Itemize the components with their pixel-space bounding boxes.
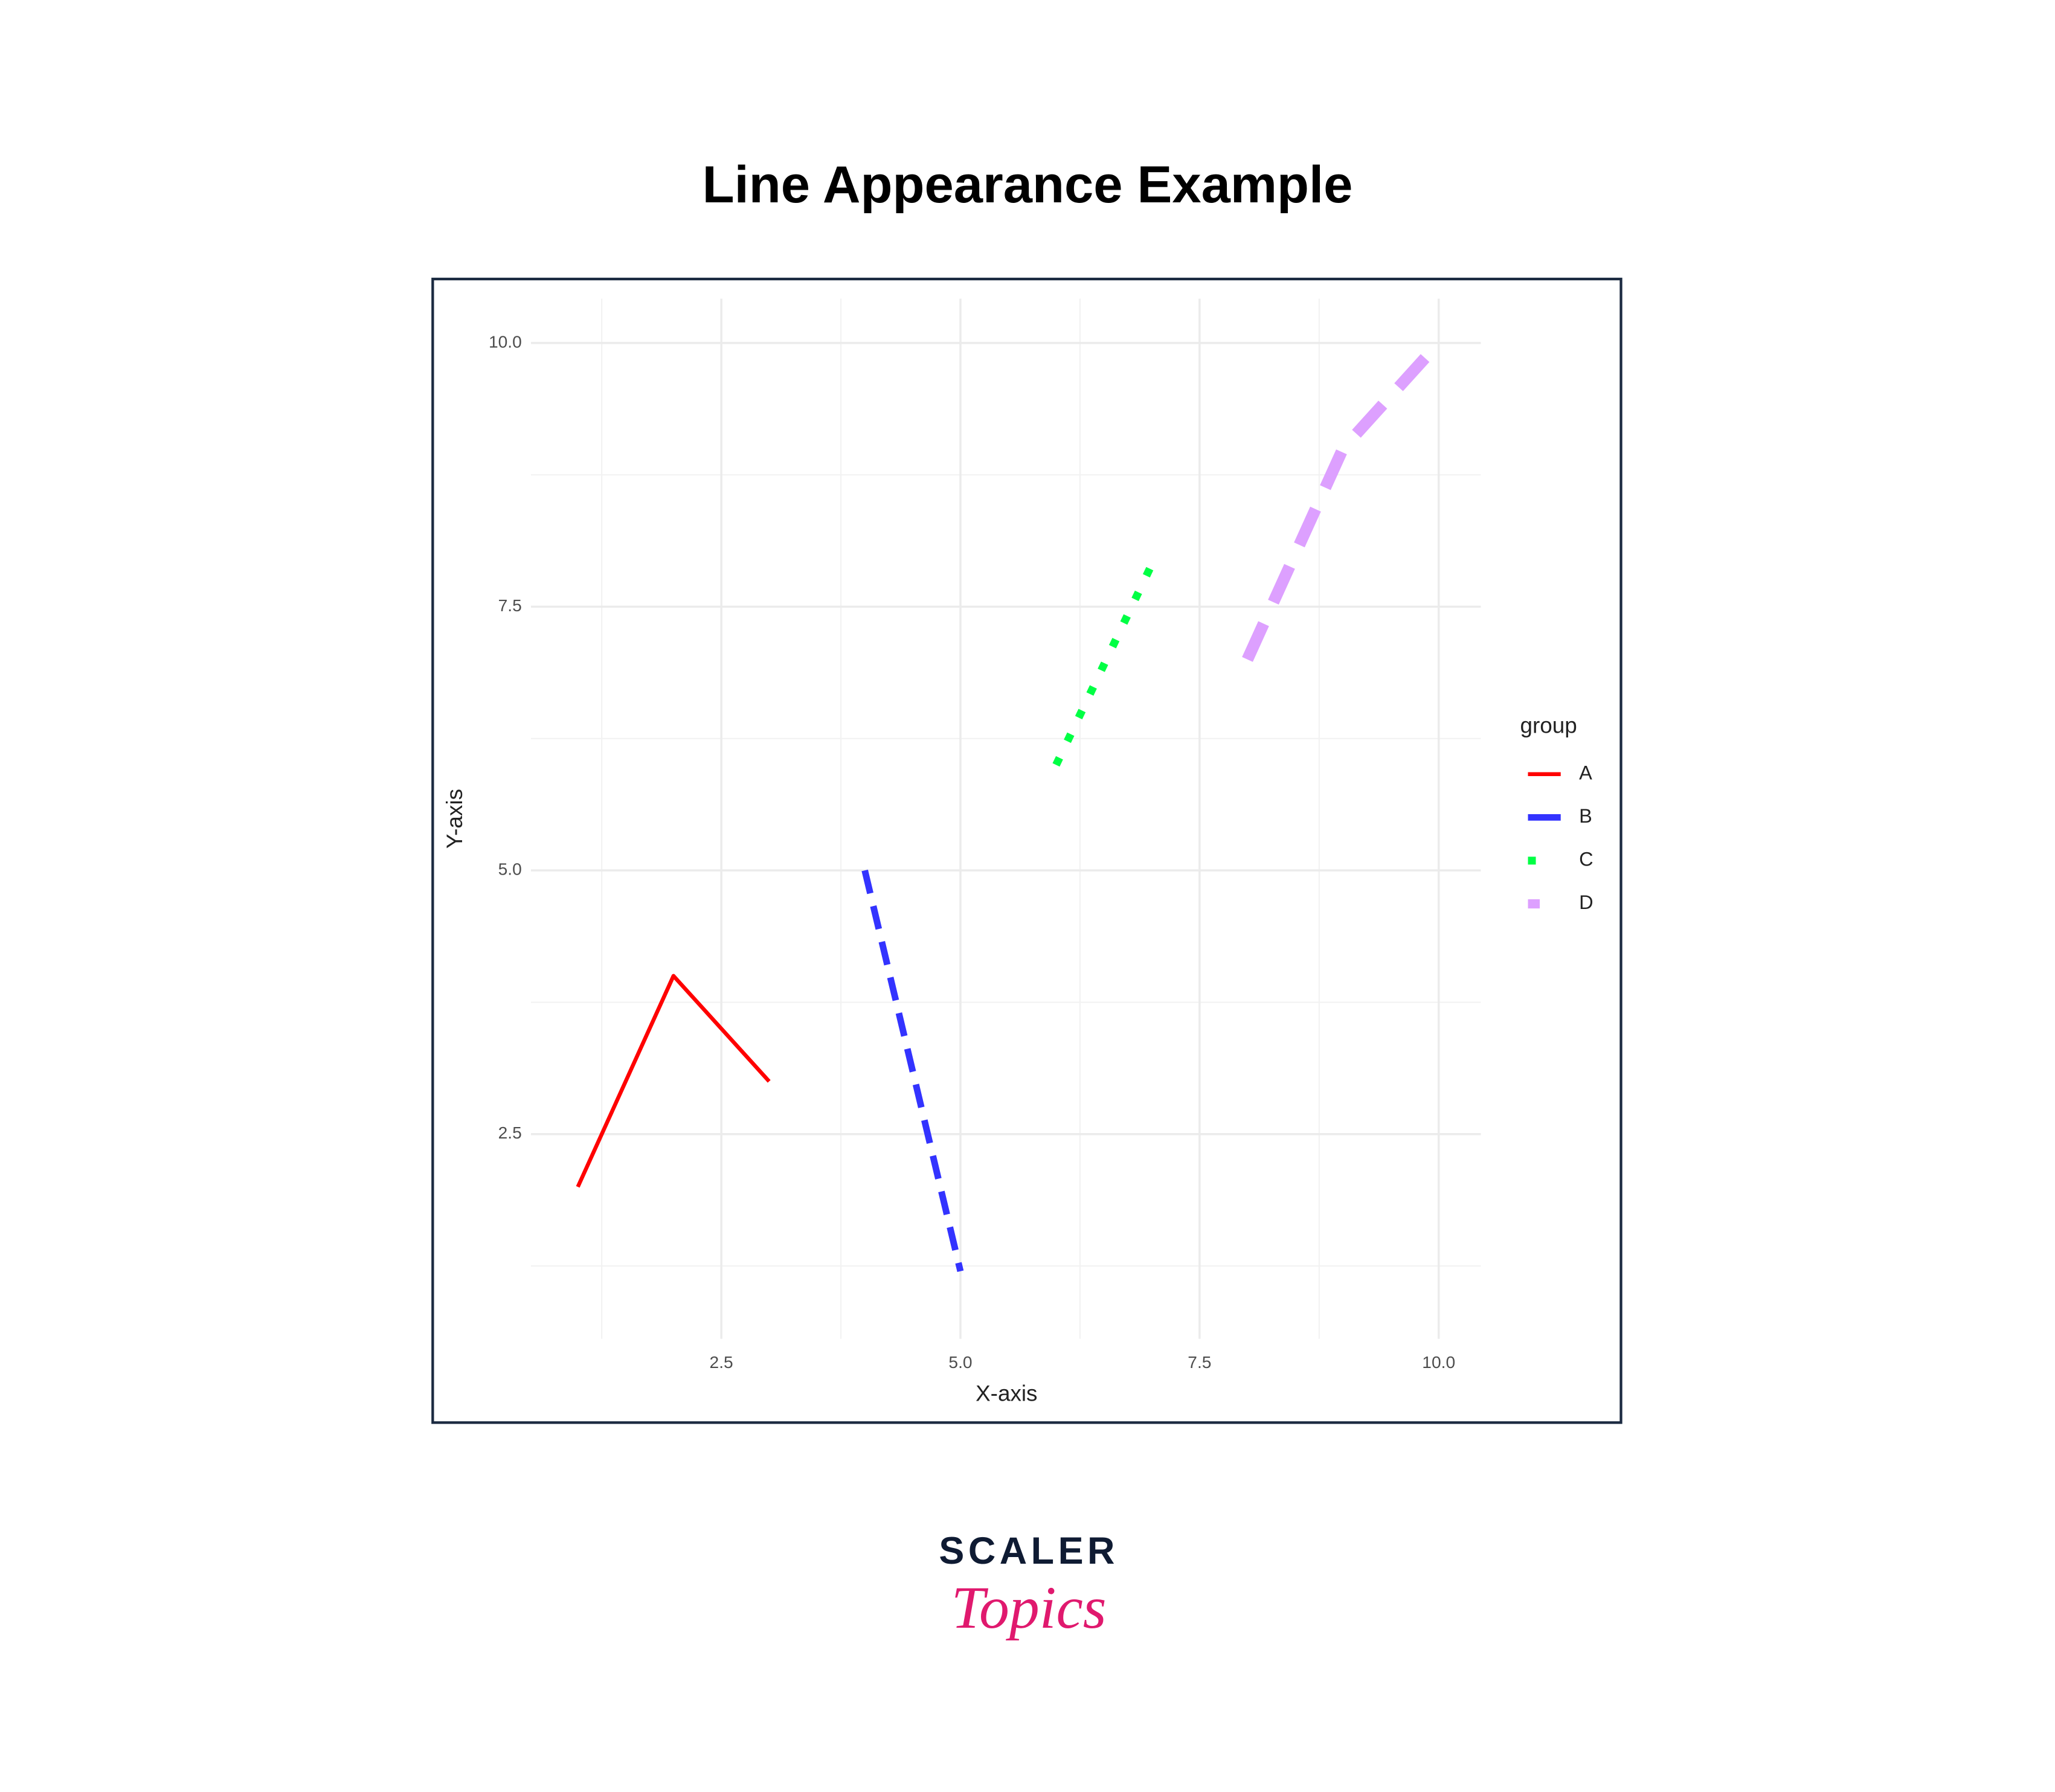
x-tick-label: 5.0 bbox=[948, 1352, 972, 1372]
y-axis-title: Y-axis bbox=[442, 789, 467, 849]
x-tick-label: 7.5 bbox=[1188, 1352, 1211, 1372]
x-axis-title: X-axis bbox=[976, 1381, 1037, 1406]
legend-label: A bbox=[1579, 762, 1592, 783]
legend-title: group bbox=[1520, 713, 1577, 737]
logo-sub: Topics bbox=[951, 1574, 1107, 1641]
plot-lines bbox=[576, 339, 1443, 1273]
legend-label: D bbox=[1579, 891, 1593, 913]
line-series bbox=[576, 974, 771, 1188]
y-tick-label: 10.0 bbox=[489, 332, 522, 351]
chart-frame bbox=[431, 277, 1622, 1424]
x-tick-label: 10.0 bbox=[1422, 1352, 1455, 1372]
grid bbox=[531, 298, 1481, 1339]
legend-label: C bbox=[1579, 849, 1593, 870]
y-tick-label: 7.5 bbox=[498, 596, 522, 615]
line-series bbox=[1052, 562, 1156, 767]
y-tick-label: 5.0 bbox=[498, 859, 522, 879]
logo-brand: SCALER bbox=[939, 1530, 1119, 1572]
x-tick-label: 2.5 bbox=[710, 1352, 733, 1372]
legend-label: B bbox=[1579, 805, 1592, 827]
chart-title: Line Appearance Example bbox=[703, 155, 1353, 214]
legend: A B CD bbox=[1528, 762, 1594, 913]
line-series bbox=[1242, 339, 1443, 662]
y-tick-label: 2.5 bbox=[498, 1123, 522, 1142]
line-series bbox=[861, 869, 964, 1273]
